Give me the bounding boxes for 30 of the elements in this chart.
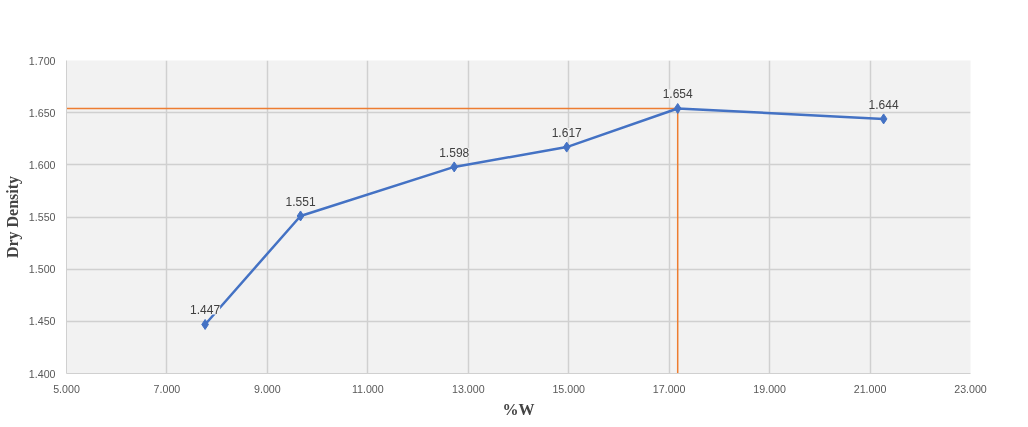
y-tick-label: 1.700 xyxy=(28,54,56,67)
data-label: 1.598 xyxy=(439,145,470,160)
point xyxy=(296,210,305,222)
y-axis-title: Dry Density xyxy=(3,175,22,259)
x-tick-label: 23.000 xyxy=(954,382,987,395)
data-label: 1.654 xyxy=(662,87,694,102)
y-tick-label: 1.450 xyxy=(28,315,56,328)
data-label: 1.551 xyxy=(285,194,316,209)
x-tick-label: 19.000 xyxy=(753,382,786,395)
x-tick-label: 21.000 xyxy=(853,382,887,395)
x-tick-label: 17.000 xyxy=(652,382,686,395)
y-tick-label: 1.500 xyxy=(28,263,56,276)
data-label: 1.447 xyxy=(190,303,221,318)
y-tick-label: 1.400 xyxy=(28,367,56,380)
y-tick-label: 1.550 xyxy=(28,211,56,223)
x-tick-label: 9.000 xyxy=(254,382,281,395)
x-tick-label: 11.000 xyxy=(351,382,384,395)
point xyxy=(450,161,459,173)
y-tick-label: 1.600 xyxy=(28,158,56,171)
x-tick-label: 13.000 xyxy=(451,382,485,395)
point xyxy=(673,102,682,114)
data-label: 1.617 xyxy=(551,126,583,141)
point xyxy=(879,113,888,125)
x-tick-label: 5.000 xyxy=(53,382,80,395)
x-tick-label: 7.000 xyxy=(153,382,181,395)
x-axis-title: %W xyxy=(502,400,535,418)
y-tick-label: 1.650 xyxy=(28,106,56,119)
x-tick-label: 15.000 xyxy=(552,382,586,395)
point xyxy=(562,141,571,153)
data-label: 1.644 xyxy=(868,97,899,112)
